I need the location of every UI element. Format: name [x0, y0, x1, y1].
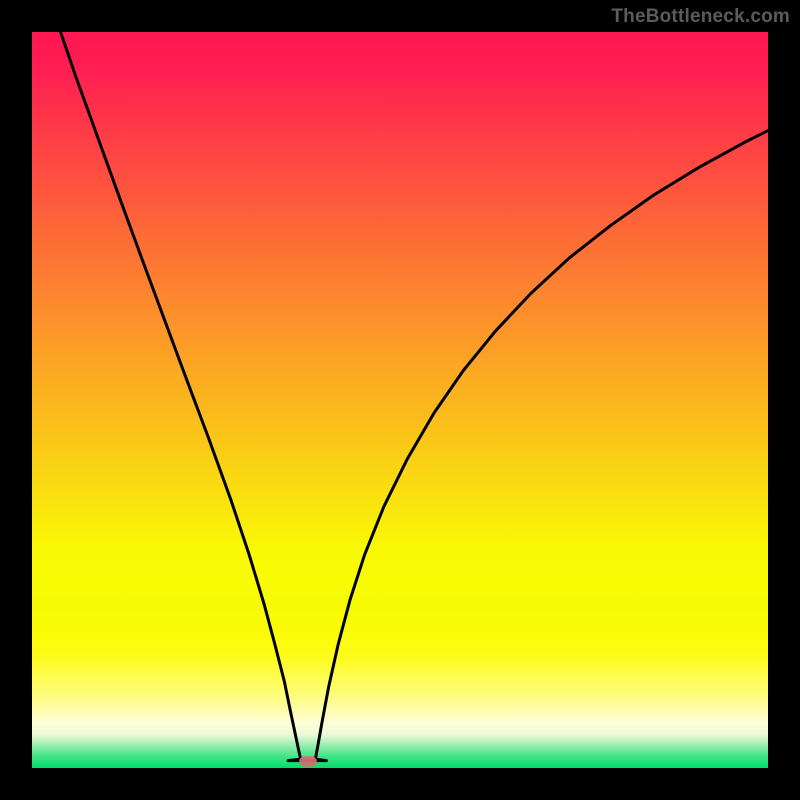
- minimum-marker: [299, 756, 317, 766]
- gradient-background: [32, 32, 768, 768]
- plot-svg: [32, 32, 768, 768]
- watermark-text: TheBottleneck.com: [611, 6, 790, 28]
- chart-frame: TheBottleneck.com: [0, 0, 800, 800]
- plot-area: [32, 32, 768, 768]
